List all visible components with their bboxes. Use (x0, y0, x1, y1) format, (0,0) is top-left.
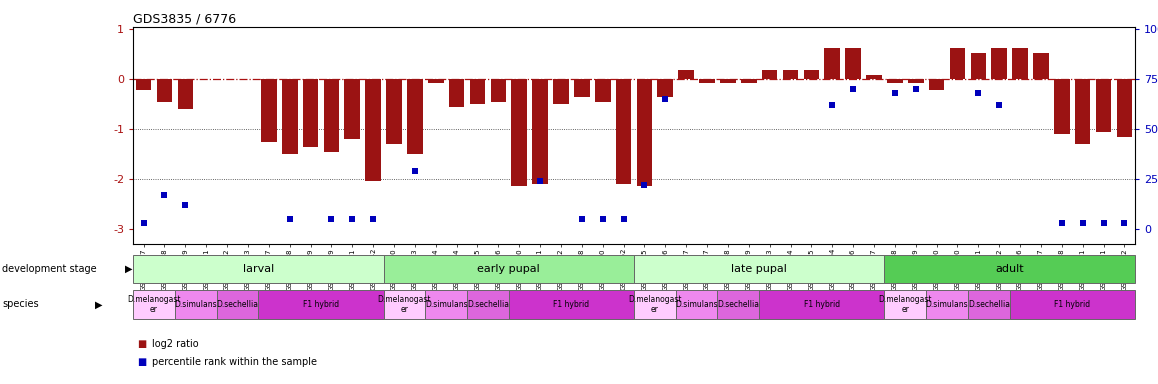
Bar (387, 79, 402, 144)
Bar (1054, 79, 1070, 134)
Text: GDS3835 / 6776: GDS3835 / 6776 (133, 13, 236, 26)
Bar (595, 79, 610, 102)
Text: ▶: ▶ (125, 264, 132, 274)
Bar (658, 79, 673, 97)
Bar (467, 290, 508, 319)
Bar (718, 290, 760, 319)
Bar (804, 70, 819, 79)
Bar (1012, 48, 1028, 79)
Text: larval: larval (243, 264, 274, 274)
Bar (950, 48, 966, 79)
Bar (991, 48, 1007, 79)
Bar (699, 79, 714, 83)
Bar (968, 290, 1010, 319)
Text: late pupal: late pupal (731, 264, 787, 274)
Text: adult: adult (996, 264, 1024, 274)
Text: D.simulans: D.simulans (425, 300, 468, 309)
Bar (533, 79, 548, 184)
Text: species: species (2, 299, 39, 310)
Bar (449, 79, 464, 107)
Bar (908, 79, 924, 83)
Bar (491, 79, 506, 102)
Bar (323, 79, 339, 152)
Text: D.simulans: D.simulans (175, 300, 217, 309)
Bar (508, 290, 633, 319)
Text: D.melanogast
er: D.melanogast er (879, 295, 932, 314)
Text: F1 hybrid: F1 hybrid (303, 300, 339, 309)
Bar (133, 255, 383, 283)
Bar (470, 79, 485, 104)
Bar (885, 290, 926, 319)
Bar (783, 70, 798, 79)
Text: ▶: ▶ (95, 299, 102, 310)
Bar (845, 48, 860, 79)
Bar (633, 290, 676, 319)
Bar (554, 79, 569, 104)
Text: D.sechellia: D.sechellia (467, 300, 508, 309)
Bar (574, 79, 589, 97)
Bar (156, 79, 173, 102)
Bar (383, 255, 633, 283)
Text: D.simulans: D.simulans (675, 300, 718, 309)
Bar (616, 79, 631, 184)
Text: F1 hybrid: F1 hybrid (804, 300, 840, 309)
Bar (344, 79, 360, 139)
Bar (637, 79, 652, 187)
Text: log2 ratio: log2 ratio (152, 339, 198, 349)
Text: D.melanogast
er: D.melanogast er (127, 295, 181, 314)
Bar (1010, 290, 1135, 319)
Text: ■: ■ (137, 357, 146, 367)
Bar (408, 79, 423, 154)
Bar (261, 79, 277, 142)
Bar (926, 290, 968, 319)
Bar (175, 290, 217, 319)
Bar (887, 79, 903, 83)
Bar (512, 79, 527, 187)
Bar (217, 290, 258, 319)
Bar (970, 53, 987, 79)
Bar (824, 48, 840, 79)
Bar (929, 79, 945, 90)
Bar (258, 290, 383, 319)
Bar (676, 290, 718, 319)
Text: D.sechellia: D.sechellia (968, 300, 1010, 309)
Bar (383, 290, 425, 319)
Bar (1075, 79, 1091, 144)
Bar (633, 255, 885, 283)
Text: early pupal: early pupal (477, 264, 540, 274)
Bar (679, 70, 694, 79)
Text: ■: ■ (137, 339, 146, 349)
Bar (1095, 79, 1112, 132)
Text: D.melanogast
er: D.melanogast er (378, 295, 431, 314)
Text: development stage: development stage (2, 264, 97, 274)
Text: F1 hybrid: F1 hybrid (554, 300, 589, 309)
Text: D.melanogast
er: D.melanogast er (628, 295, 682, 314)
Bar (365, 79, 381, 182)
Text: D.simulans: D.simulans (925, 300, 968, 309)
Bar (885, 255, 1135, 283)
Bar (177, 79, 193, 109)
Bar (866, 75, 881, 79)
Bar (281, 79, 298, 154)
Bar (302, 79, 318, 147)
Bar (741, 79, 756, 83)
Bar (135, 79, 152, 90)
Bar (762, 70, 777, 79)
Bar (133, 290, 175, 319)
Text: F1 hybrid: F1 hybrid (1054, 300, 1091, 309)
Bar (428, 79, 444, 83)
Bar (1033, 53, 1049, 79)
Text: D.sechellia: D.sechellia (217, 300, 258, 309)
Text: percentile rank within the sample: percentile rank within the sample (152, 357, 316, 367)
Text: D.sechellia: D.sechellia (717, 300, 760, 309)
Bar (1116, 79, 1133, 137)
Bar (720, 79, 735, 83)
Bar (425, 290, 467, 319)
Bar (760, 290, 885, 319)
